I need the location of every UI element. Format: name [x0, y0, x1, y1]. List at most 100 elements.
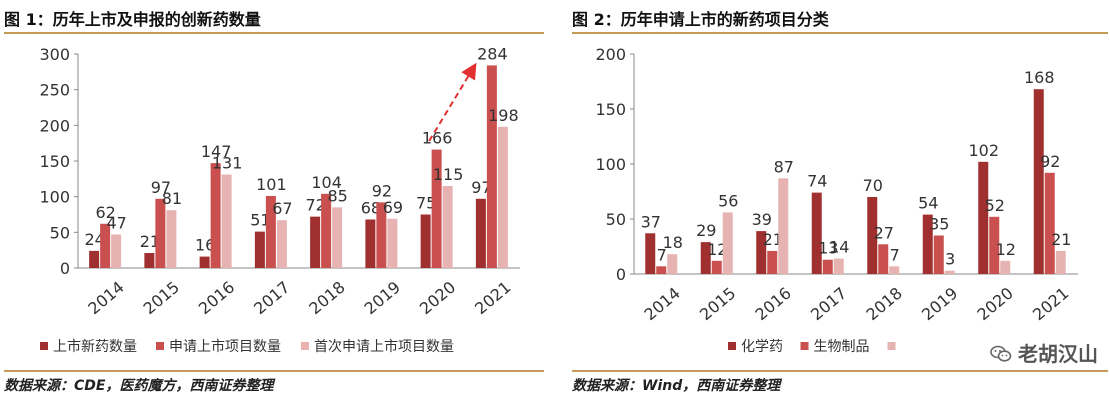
- bar: [767, 250, 778, 274]
- top-rule: [4, 32, 544, 34]
- bar: [978, 161, 989, 274]
- data-label: 85: [327, 186, 347, 205]
- data-label: 115: [433, 165, 464, 184]
- bar: [822, 259, 833, 274]
- data-label: 54: [918, 194, 938, 213]
- x-tick-label: 2019: [361, 277, 404, 318]
- bar: [265, 195, 276, 268]
- legend-swatch: [40, 342, 48, 350]
- x-tick-label: 2021: [471, 277, 514, 318]
- data-label: 52: [985, 196, 1005, 215]
- legend-label: 申请上市项目数量: [169, 338, 281, 355]
- data-label: 7: [890, 245, 900, 264]
- y-tick-label: 150: [595, 100, 626, 119]
- legend-label: 生物制品: [814, 339, 870, 355]
- bar: [811, 192, 822, 274]
- bar: [431, 149, 442, 268]
- bar: [778, 178, 789, 274]
- bar: [111, 234, 122, 268]
- x-tick-label: 2016: [195, 277, 238, 318]
- bar: [365, 219, 376, 268]
- data-label: 21: [1051, 230, 1071, 249]
- data-label: 24: [84, 230, 104, 249]
- bar: [199, 256, 210, 268]
- bar-chart-2: 0501001502003771820142912562015392187201…: [595, 45, 1078, 355]
- data-label: 13: [818, 239, 838, 258]
- bar: [889, 266, 900, 274]
- y-tick-label: 200: [595, 45, 626, 64]
- data-label: 168: [1024, 68, 1055, 87]
- bar: [878, 244, 889, 274]
- bar: [276, 220, 287, 268]
- x-tick-label: 2016: [752, 283, 795, 324]
- data-label: 70: [863, 176, 883, 195]
- data-label: 92: [372, 181, 392, 200]
- y-tick-label: 0: [616, 265, 626, 284]
- y-tick-label: 250: [39, 81, 70, 100]
- bar: [387, 218, 398, 268]
- data-label: 97: [471, 178, 491, 197]
- bar: [1044, 172, 1055, 274]
- figure-title: 图 1：历年上市及申报的创新药数量: [4, 10, 261, 29]
- y-tick-label: 50: [606, 210, 626, 229]
- x-tick-label: 2014: [84, 277, 127, 318]
- bar: [645, 233, 656, 274]
- bar: [155, 198, 166, 268]
- figure-title: 图 2：历年申请上市的新药项目分类: [572, 10, 829, 29]
- data-label: 102: [968, 141, 999, 160]
- data-label: 35: [929, 215, 949, 234]
- data-label: 37: [641, 212, 661, 231]
- data-label: 3: [945, 250, 955, 269]
- data-label: 75: [416, 194, 436, 213]
- bar: [922, 214, 933, 274]
- bar: [166, 210, 177, 268]
- data-label: 131: [212, 154, 243, 173]
- bar: [867, 197, 878, 274]
- x-tick-label: 2017: [807, 283, 850, 324]
- x-tick-label: 2015: [696, 283, 739, 324]
- bar: [1033, 89, 1044, 274]
- wechat-icon: [990, 344, 1012, 362]
- legend-label: 首次申请上市项目数量: [314, 338, 454, 355]
- data-label: 18: [663, 233, 683, 252]
- y-tick-label: 100: [595, 155, 626, 174]
- bar: [442, 185, 453, 268]
- x-tick-label: 2018: [305, 277, 348, 318]
- legend-label: 化学药: [741, 339, 783, 355]
- data-label: 51: [250, 211, 270, 230]
- data-label: 7: [657, 245, 667, 264]
- data-label: 147: [201, 142, 232, 161]
- bar: [833, 258, 844, 274]
- legend-swatch: [301, 342, 309, 350]
- x-tick-label: 2020: [416, 277, 459, 318]
- bar: [89, 250, 100, 268]
- data-label: 68: [361, 198, 381, 217]
- bar: [756, 231, 767, 274]
- trend-arrow: [428, 62, 477, 142]
- data-label: 97: [151, 178, 171, 197]
- legend-swatch: [156, 342, 164, 350]
- bottom-rule: [4, 370, 544, 372]
- bar: [667, 254, 678, 274]
- data-label: 47: [106, 213, 126, 232]
- bar: [944, 270, 955, 274]
- chart-panel-1: 图 1：历年上市及申报的创新药数量 0 50 100 150 200 250 300 24 62…: [0, 0, 548, 401]
- x-tick-label: 2020: [974, 283, 1017, 324]
- x-tick-label: 2019: [918, 283, 961, 324]
- bar: [933, 235, 944, 274]
- bar: [711, 260, 722, 274]
- bar-chart-1: 0501001502002503002462472014219781201516…: [39, 44, 520, 355]
- bar: [497, 126, 508, 268]
- data-label: 39: [752, 210, 772, 229]
- x-tick-label: 2014: [641, 283, 684, 324]
- data-label: 92: [1040, 152, 1060, 171]
- data-label: 74: [807, 172, 827, 191]
- legend-swatch: [887, 342, 896, 350]
- y-tick-label: 200: [39, 116, 70, 135]
- data-label: 12: [996, 240, 1016, 259]
- bar: [254, 231, 265, 268]
- legend-swatch: [728, 342, 736, 350]
- data-label: 101: [256, 175, 287, 194]
- data-label: 21: [140, 232, 160, 251]
- x-tick-label: 2021: [1029, 283, 1072, 324]
